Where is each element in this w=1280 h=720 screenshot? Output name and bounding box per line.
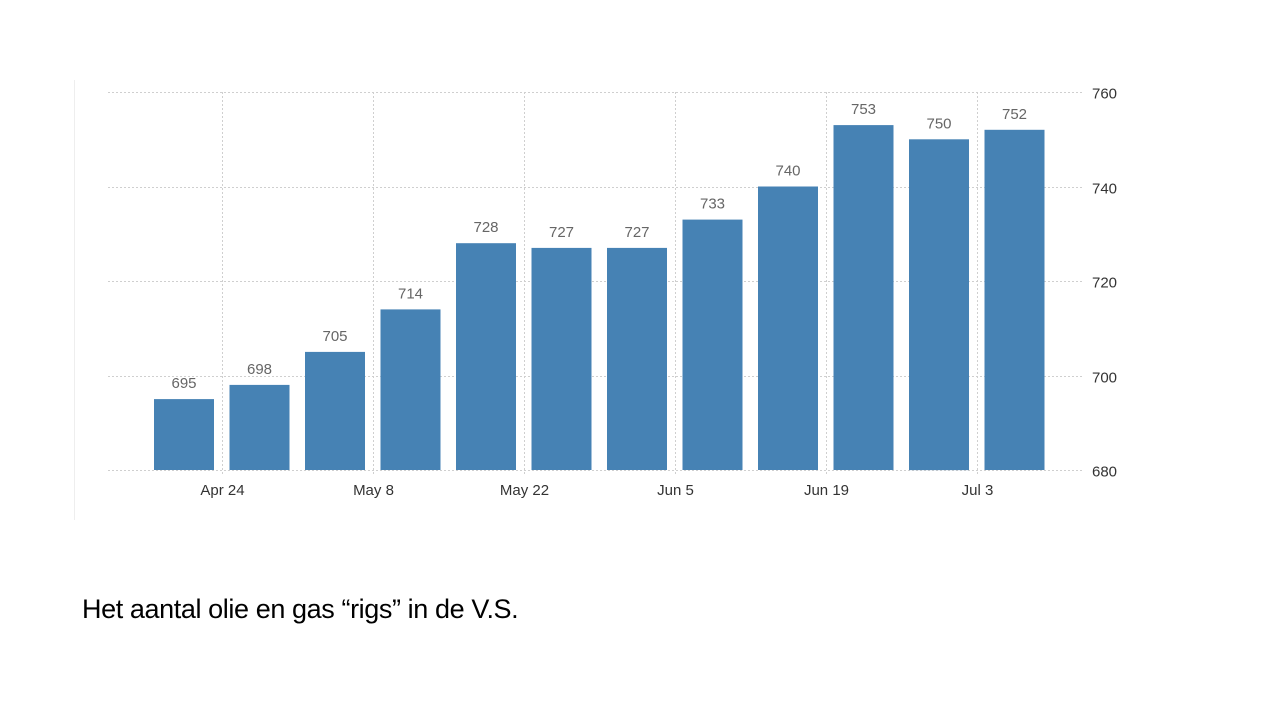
x-tick-label: Jul 3 bbox=[962, 482, 994, 499]
bar bbox=[682, 219, 743, 470]
bar-chart: 695 698 705 714 728 727 727 733 740 753 750 752 Apr… bbox=[108, 86, 1117, 499]
x-tick-label: Apr 24 bbox=[200, 482, 244, 499]
y-axis: 680 700 720 740 760 bbox=[1092, 86, 1117, 481]
y-tick-label: 680 bbox=[1092, 464, 1117, 481]
bar bbox=[305, 351, 365, 470]
bar-value-label: 727 bbox=[624, 224, 649, 241]
bar-data-labels: 695 698 705 714 728 727 727 733 740 753 750 752 bbox=[171, 101, 1027, 392]
x-tick-label: Jun 5 bbox=[657, 482, 694, 499]
y-tick-label: 720 bbox=[1092, 275, 1117, 292]
x-tick-label: May 22 bbox=[500, 482, 549, 499]
x-tick-label: Jun 19 bbox=[804, 482, 849, 499]
bar bbox=[154, 399, 214, 470]
bar bbox=[607, 247, 667, 470]
bar-value-label: 740 bbox=[775, 163, 800, 180]
x-axis: Apr 24 May 8 May 22 Jun 5 Jun 19 Jul 3 bbox=[200, 482, 993, 499]
bar-value-label: 752 bbox=[1002, 106, 1027, 123]
y-tick-label: 740 bbox=[1092, 181, 1117, 198]
chart-left-border bbox=[74, 80, 75, 520]
bar bbox=[984, 129, 1045, 471]
bar-value-label: 733 bbox=[700, 196, 725, 213]
x-tick-label: May 8 bbox=[353, 482, 394, 499]
bar bbox=[229, 384, 290, 470]
slide-caption: Het aantal olie en gas “rigs” in de V.S. bbox=[82, 594, 519, 624]
bar-value-label: 750 bbox=[926, 115, 951, 132]
bar bbox=[909, 139, 969, 471]
bar bbox=[456, 243, 516, 470]
bar-value-label: 753 bbox=[851, 101, 876, 118]
grid-lines bbox=[108, 92, 1082, 476]
bar bbox=[531, 247, 592, 470]
y-tick-label: 700 bbox=[1092, 370, 1117, 387]
bar-value-label: 698 bbox=[247, 361, 272, 378]
bars bbox=[154, 125, 1045, 471]
bar-value-label: 727 bbox=[549, 224, 574, 241]
bar bbox=[380, 309, 441, 470]
bar-value-label: 728 bbox=[473, 219, 498, 236]
bar bbox=[758, 186, 818, 470]
bar-value-label: 705 bbox=[322, 328, 347, 345]
bar-value-label: 714 bbox=[398, 285, 423, 302]
bar-value-label: 695 bbox=[171, 375, 196, 392]
bar bbox=[833, 125, 894, 470]
y-tick-label: 760 bbox=[1092, 86, 1117, 103]
